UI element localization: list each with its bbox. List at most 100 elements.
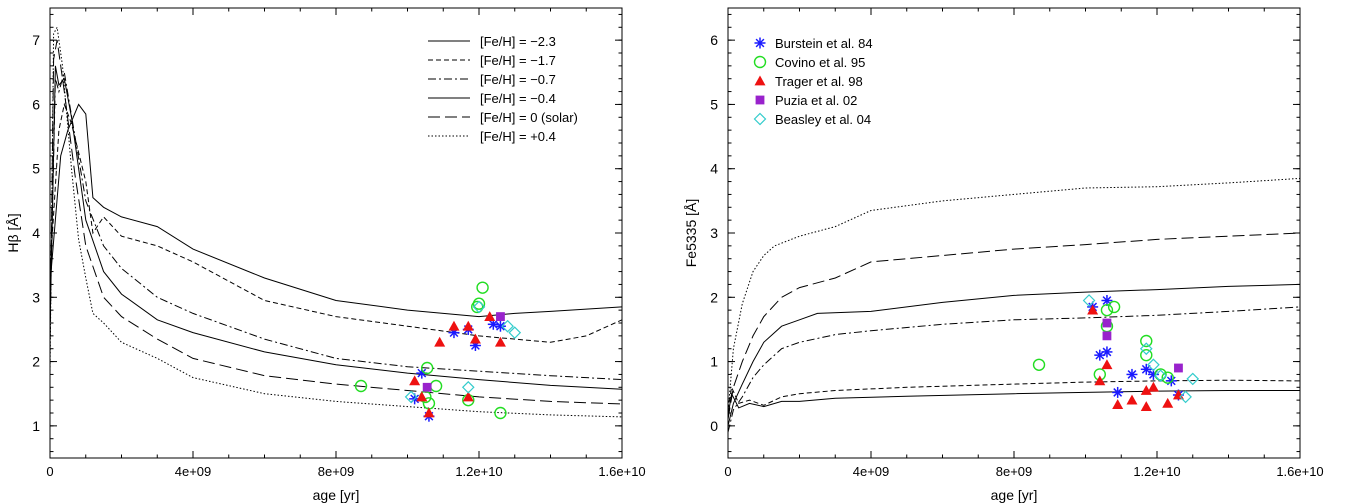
y-tick-label: 4 (32, 225, 40, 241)
obs-point-trager-et-al-98 (1087, 304, 1099, 315)
obs-point-covino-et-al-95 (1140, 334, 1153, 348)
obs-point-covino-et-al-95 (1161, 371, 1174, 384)
obs-point-beasley-et-al-04 (1139, 342, 1153, 356)
obs-point-puzia-et-al-02 (1174, 363, 1183, 373)
legend-label: [Fe/H] = −0.4 (480, 91, 556, 106)
legend-label: [Fe/H] = +0.4 (480, 129, 556, 144)
y-tick-label: 6 (32, 96, 40, 112)
x-tick-label: 1.6e+10 (1276, 464, 1323, 479)
y-tick-label: 2 (32, 354, 40, 370)
obs-point-trager-et-al-98 (484, 311, 496, 321)
obs-point-covino-et-al-95 (420, 361, 434, 375)
legend-label: [Fe/H] = −1.7 (480, 53, 556, 68)
obs-point-covino-et-al-95 (1032, 358, 1046, 371)
x-tick-label: 4e+09 (853, 464, 890, 479)
x-tick-label: 8e+09 (318, 464, 355, 479)
obs-point-trager-et-al-98 (1126, 394, 1138, 405)
obs-point-puzia-et-al-02 (496, 312, 505, 321)
obs-point-trager-et-al-98 (1101, 359, 1113, 370)
x-axis-label: age [yr] (991, 487, 1038, 503)
obs-point-trager-et-al-98 (1162, 397, 1174, 408)
obs-point-covino-et-al-95 (476, 281, 489, 294)
obs-point-covino-et-al-95 (354, 379, 368, 393)
legend-label: Covino et al. 95 (775, 55, 865, 70)
legend-label: Puzia et al. 02 (775, 93, 857, 108)
obs-point-covino-et-al-95 (1100, 303, 1114, 317)
obs-point-trager-et-al-98 (434, 336, 446, 347)
obs-point-beasley-et-al-04 (1082, 294, 1096, 307)
y-axis-label: Hβ [Å] (5, 213, 21, 252)
hbeta-chart: 0 4e+09 8e+09 1.2e+10 1.6e+10 1 2 3 4 5 6 7 age [yr]… (5, 7, 646, 503)
model-line-4 (728, 232, 1300, 420)
x-axis-label: age [yr] (313, 487, 360, 503)
obs-point-covino-et-al-95 (1140, 348, 1153, 362)
obs-point-beasley-et-al-04 (508, 326, 522, 339)
y-tick-label: 2 (710, 289, 718, 305)
model-line-5 (728, 177, 1300, 414)
obs-point-trager-et-al-98 (462, 320, 474, 331)
y-tick-label: 0 (710, 418, 718, 434)
obs-point-covino-et-al-95 (429, 379, 443, 393)
obs-point-burstein-et-al-84 (1101, 346, 1113, 358)
obs-point-trager-et-al-98 (1147, 381, 1159, 392)
obs-point-trager-et-al-98 (423, 407, 435, 418)
y-tick-label: 4 (710, 161, 718, 177)
fe5335-chart: 0 4e+09 8e+09 1.2e+10 1.6e+10 0 1 2 3 4 5 6 age [yr]… (683, 7, 1324, 503)
y-tick-label: 6 (710, 32, 718, 48)
model-line-0 (728, 390, 1300, 417)
obs-point-burstein-et-al-84 (1126, 368, 1138, 380)
y-tick-label: 1 (710, 354, 718, 370)
x-tick-label: 1.2e+10 (455, 464, 502, 479)
y-tick-label: 1 (32, 418, 40, 434)
legend-marker-open-circle-icon (753, 55, 767, 69)
x-tick-label: 8e+09 (996, 464, 1033, 479)
x-tick-label: 1.6e+10 (598, 464, 645, 479)
obs-point-trager-et-al-98 (494, 336, 506, 347)
obs-point-puzia-et-al-02 (422, 382, 432, 392)
model-line-4 (50, 40, 622, 405)
legend-marker-asterisk-icon (754, 37, 766, 49)
obs-point-burstein-et-al-84 (494, 320, 506, 332)
obs-point-beasley-et-al-04 (404, 390, 418, 404)
model-line-1 (728, 379, 1300, 410)
obs-point-trager-et-al-98 (448, 320, 460, 331)
obs-point-beasley-et-al-04 (1186, 372, 1200, 386)
obs-point-trager-et-al-98 (416, 391, 428, 402)
obs-point-burstein-et-al-84 (1140, 363, 1152, 375)
obs-point-covino-et-al-95 (494, 406, 507, 420)
y-axis-label: Fe5335 [Å] (683, 199, 699, 268)
obs-point-trager-et-al-98 (1140, 401, 1152, 411)
y-tick-label: 3 (32, 289, 40, 305)
y-tick-label: 5 (32, 161, 40, 177)
obs-point-trager-et-al-98 (1094, 375, 1106, 386)
legend-label: Burstein et al. 84 (775, 36, 873, 51)
x-tick-label: 4e+09 (175, 464, 212, 479)
model-line-3 (50, 65, 622, 390)
legend-label: Beasley et al. 04 (775, 112, 871, 127)
legend-label: [Fe/H] = −2.3 (480, 34, 556, 49)
x-tick-label: 1.2e+10 (1133, 464, 1180, 479)
y-tick-label: 3 (710, 225, 718, 241)
x-tick-label: 0 (46, 464, 53, 479)
obs-point-trager-et-al-98 (409, 375, 421, 386)
obs-point-beasley-et-al-04 (472, 300, 486, 314)
obs-point-burstein-et-al-84 (1112, 386, 1124, 398)
obs-point-beasley-et-al-04 (1179, 390, 1192, 404)
legend-marker-filled-triangle-icon (754, 75, 766, 86)
legend-label: Trager et al. 98 (775, 74, 863, 89)
obs-point-trager-et-al-98 (1172, 389, 1184, 400)
model-line-1 (50, 102, 622, 343)
model-line-3 (728, 283, 1300, 427)
legend-label: [Fe/H] = −0.7 (480, 72, 556, 87)
obs-point-trager-et-al-98 (1140, 385, 1152, 395)
obs-point-beasley-et-al-04 (1154, 369, 1167, 383)
obs-point-trager-et-al-98 (469, 333, 481, 344)
y-tick-label: 7 (32, 32, 40, 48)
legend-label: [Fe/H] = 0 (solar) (480, 110, 578, 125)
obs-point-beasley-et-al-04 (461, 380, 475, 394)
obs-point-puzia-et-al-02 (1102, 318, 1112, 328)
obs-point-trager-et-al-98 (462, 391, 474, 402)
obs-point-trager-et-al-98 (1112, 399, 1124, 410)
obs-point-beasley-et-al-04 (1147, 358, 1160, 372)
